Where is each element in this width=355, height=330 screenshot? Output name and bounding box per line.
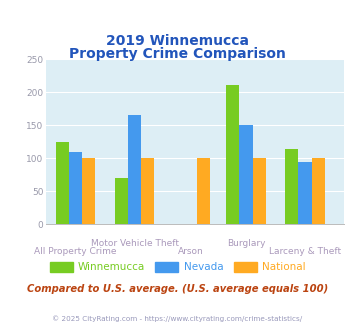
- Text: Arson: Arson: [178, 248, 203, 256]
- Bar: [312, 158, 325, 224]
- Bar: [115, 178, 128, 224]
- Bar: [285, 149, 299, 224]
- Bar: [69, 152, 82, 224]
- Text: Larceny & Theft: Larceny & Theft: [269, 248, 341, 256]
- Text: Burglary: Burglary: [227, 239, 265, 248]
- Bar: [240, 125, 253, 224]
- Text: © 2025 CityRating.com - https://www.cityrating.com/crime-statistics/: © 2025 CityRating.com - https://www.city…: [53, 315, 302, 322]
- Bar: [141, 158, 154, 224]
- Bar: [197, 158, 210, 224]
- Text: All Property Crime: All Property Crime: [34, 248, 117, 256]
- Bar: [253, 158, 266, 224]
- Bar: [128, 115, 141, 224]
- Text: Property Crime Comparison: Property Crime Comparison: [69, 47, 286, 61]
- Bar: [82, 158, 95, 224]
- Bar: [299, 162, 312, 224]
- Text: Motor Vehicle Theft: Motor Vehicle Theft: [91, 239, 179, 248]
- Text: Compared to U.S. average. (U.S. average equals 100): Compared to U.S. average. (U.S. average …: [27, 284, 328, 294]
- Bar: [226, 85, 240, 224]
- Bar: [56, 142, 69, 224]
- Text: 2019 Winnemucca: 2019 Winnemucca: [106, 34, 249, 48]
- Legend: Winnemucca, Nevada, National: Winnemucca, Nevada, National: [45, 258, 310, 277]
